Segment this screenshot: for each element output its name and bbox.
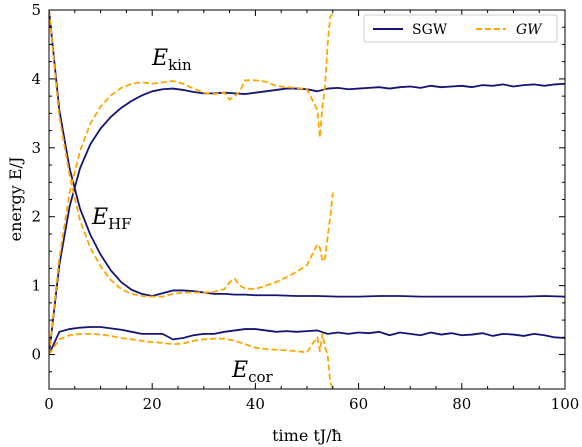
legend-box [363,14,558,43]
x-axis-label: time tJ/ħ [272,426,342,445]
series-sgw-HF [49,10,565,298]
y-tick-label: 1 [31,277,41,295]
plot-frame [48,9,566,390]
series-gw-HF [49,10,334,298]
y-axis-label: energy E/J [6,157,25,242]
axis-ticks: 0 20 40 60 80 100 0 1 2 3 4 5 [31,1,579,413]
legend-gw-label: GW [516,22,543,38]
y-tick-label: 2 [31,208,41,226]
y-tick-label: 4 [31,70,41,88]
x-tick-label: 40 [246,395,265,413]
series-gw-kin [49,12,334,355]
y-tick-label: 3 [31,139,41,157]
legend: SGW GW [363,14,558,43]
y-tick-label: 5 [31,1,41,19]
y-tick-label: 0 [31,346,41,364]
legend-sgw-label: SGW [412,22,448,38]
series-sgw-cor [49,326,565,355]
x-tick-label: 20 [143,395,162,413]
series-layer [49,10,565,389]
x-tick-label: 0 [44,395,54,413]
annotation-e-hf: EHF [91,205,132,233]
series-gw-cor [49,332,334,389]
annotation-e-kin: Ekin [151,46,192,74]
x-tick-label: 60 [349,395,368,413]
x-tick-label: 80 [452,395,471,413]
annotation-e-cor: Ecor [231,358,273,386]
x-tick-label: 100 [551,395,580,413]
